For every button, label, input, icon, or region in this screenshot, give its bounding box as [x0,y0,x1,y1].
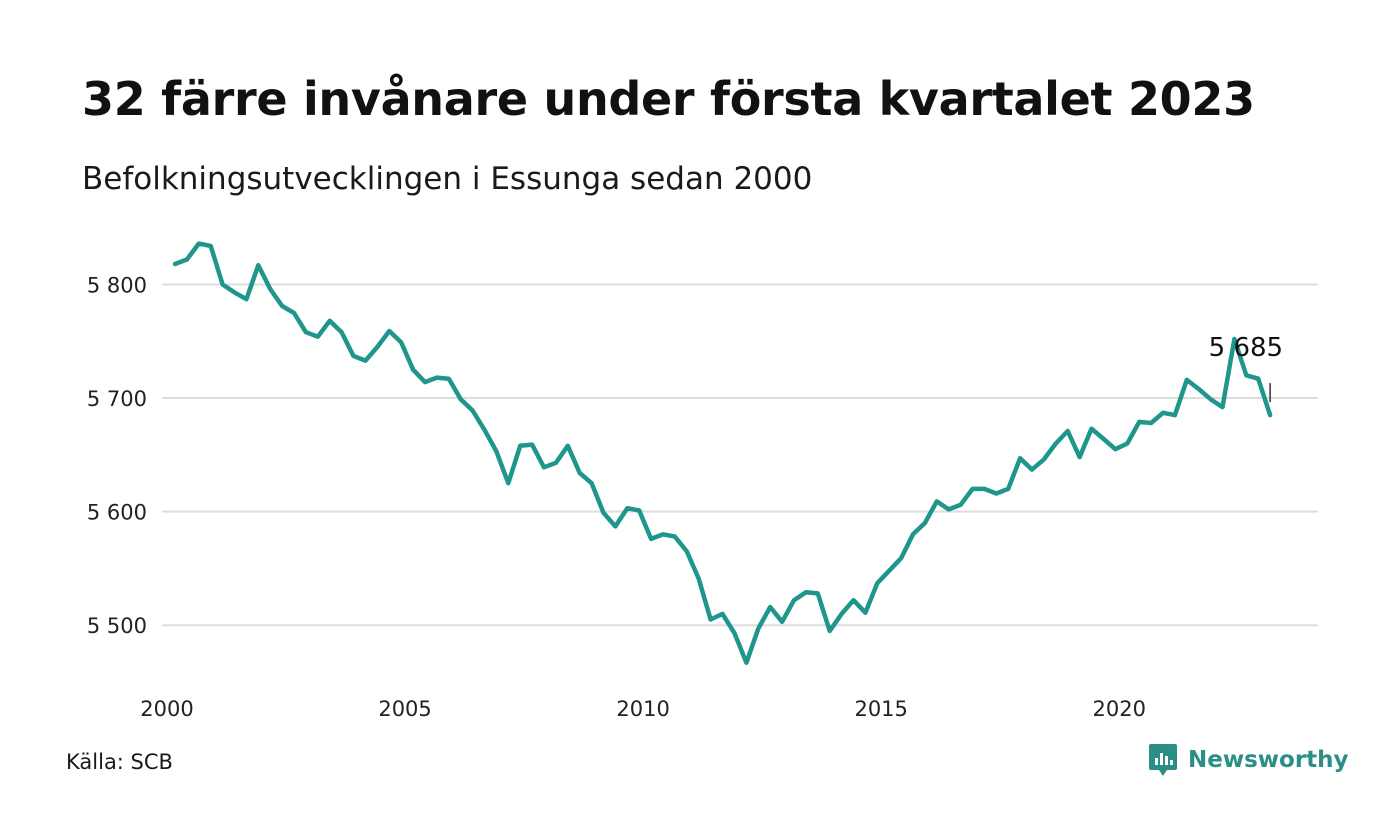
brand-name: Newsworthy [1188,747,1349,773]
chart-title: 32 färre invånare under första kvartalet… [82,72,1255,126]
x-axis-ticks: 2000 2005 2010 2015 2020 [140,697,1146,721]
chart-subtitle: Befolkningsutvecklingen i Essunga sedan … [82,161,813,197]
y-tick-label: 5 700 [87,387,147,411]
brand-logo[interactable]: Newsworthy [1148,742,1349,778]
x-tick-label: 2005 [378,697,431,721]
y-tick-label: 5 500 [87,614,147,638]
x-tick-label: 2010 [616,697,669,721]
series-layer [172,241,1273,665]
annotation-label: 5 685 [1209,333,1283,363]
x-tick-label: 2020 [1093,697,1146,721]
newsworthy-logo-icon [1149,744,1177,776]
source-note: Källa: SCB [66,750,173,774]
y-axis-ticks: 5 500 5 600 5 700 5 800 [87,273,147,638]
x-tick-label: 2015 [854,697,907,721]
gridlines [162,283,1318,627]
y-tick-label: 5 600 [87,501,147,525]
annotation-layer: 5 685 [1209,333,1283,403]
series-line-0 [172,241,1273,665]
y-tick-label: 5 800 [87,273,147,297]
x-tick-label: 2000 [140,697,193,721]
